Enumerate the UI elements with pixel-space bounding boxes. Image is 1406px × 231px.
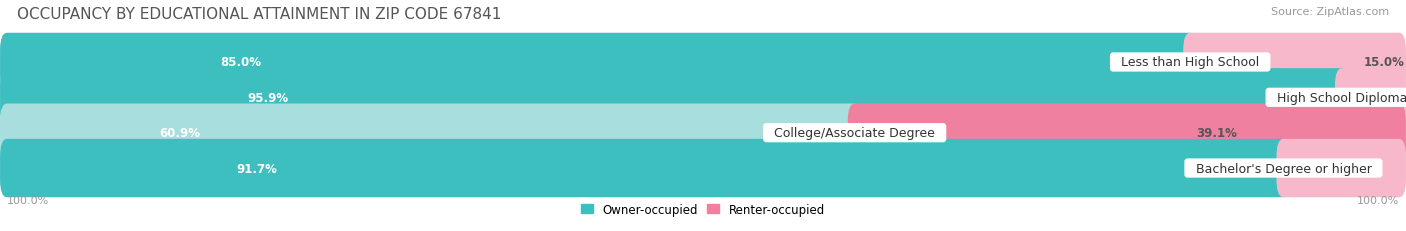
FancyBboxPatch shape: [0, 69, 1406, 127]
Text: 95.9%: 95.9%: [247, 91, 288, 104]
Text: 39.1%: 39.1%: [1197, 127, 1237, 140]
FancyBboxPatch shape: [0, 34, 1406, 92]
FancyBboxPatch shape: [0, 139, 1291, 197]
Text: Source: ZipAtlas.com: Source: ZipAtlas.com: [1271, 7, 1389, 17]
FancyBboxPatch shape: [0, 34, 1197, 92]
FancyBboxPatch shape: [1277, 139, 1406, 197]
Text: OCCUPANCY BY EDUCATIONAL ATTAINMENT IN ZIP CODE 67841: OCCUPANCY BY EDUCATIONAL ATTAINMENT IN Z…: [17, 7, 502, 22]
FancyBboxPatch shape: [1334, 69, 1406, 127]
Text: Less than High School: Less than High School: [1114, 56, 1267, 69]
Text: 60.9%: 60.9%: [160, 127, 201, 140]
Text: Bachelor's Degree or higher: Bachelor's Degree or higher: [1188, 162, 1379, 175]
FancyBboxPatch shape: [0, 69, 1348, 127]
Text: 91.7%: 91.7%: [236, 162, 277, 175]
FancyBboxPatch shape: [0, 104, 862, 162]
Text: High School Diploma: High School Diploma: [1268, 91, 1406, 104]
Text: 100.0%: 100.0%: [7, 195, 49, 205]
FancyBboxPatch shape: [848, 104, 1406, 162]
FancyBboxPatch shape: [0, 139, 1406, 197]
Text: College/Associate Degree: College/Associate Degree: [766, 127, 943, 140]
FancyBboxPatch shape: [0, 104, 1406, 162]
Legend: Owner-occupied, Renter-occupied: Owner-occupied, Renter-occupied: [576, 198, 830, 221]
FancyBboxPatch shape: [1184, 34, 1406, 92]
Text: 15.0%: 15.0%: [1364, 56, 1405, 69]
Text: 100.0%: 100.0%: [1357, 195, 1399, 205]
Text: 85.0%: 85.0%: [219, 56, 262, 69]
